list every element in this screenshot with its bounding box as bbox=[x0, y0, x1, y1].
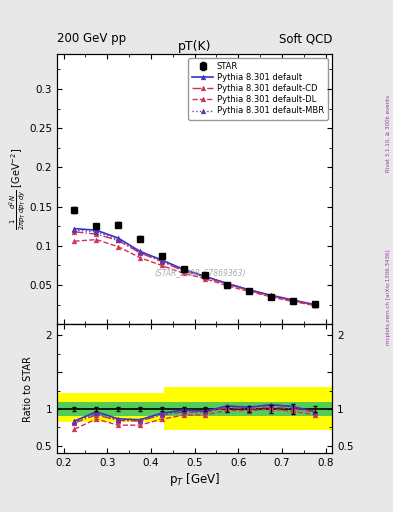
Pythia 8.301 default bbox=[160, 257, 164, 263]
Pythia 8.301 default-DL bbox=[268, 294, 273, 300]
Pythia 8.301 default-CD bbox=[94, 231, 99, 237]
Pythia 8.301 default-MBR bbox=[181, 267, 186, 273]
Pythia 8.301 default bbox=[225, 281, 230, 287]
Text: Rivet 3.1.10, ≥ 300k events: Rivet 3.1.10, ≥ 300k events bbox=[386, 95, 391, 172]
Pythia 8.301 default-DL bbox=[247, 288, 252, 294]
Pythia 8.301 default-DL bbox=[138, 254, 142, 261]
Pythia 8.301 default-CD bbox=[290, 297, 295, 304]
Text: 200 GeV pp: 200 GeV pp bbox=[57, 32, 126, 45]
Line: Pythia 8.301 default-DL: Pythia 8.301 default-DL bbox=[72, 237, 317, 308]
Pythia 8.301 default bbox=[290, 297, 295, 303]
Line: Pythia 8.301 default: Pythia 8.301 default bbox=[72, 226, 317, 307]
Legend: STAR, Pythia 8.301 default, Pythia 8.301 default-CD, Pythia 8.301 default-DL, Py: STAR, Pythia 8.301 default, Pythia 8.301… bbox=[188, 58, 328, 120]
Pythia 8.301 default-CD bbox=[247, 288, 252, 294]
Pythia 8.301 default-MBR bbox=[203, 273, 208, 280]
Text: (STAR_2008_S7869363): (STAR_2008_S7869363) bbox=[154, 269, 246, 278]
Pythia 8.301 default-MBR bbox=[116, 237, 121, 243]
Pythia 8.301 default-DL bbox=[94, 237, 99, 243]
Pythia 8.301 default bbox=[312, 302, 317, 308]
Pythia 8.301 default-DL bbox=[312, 303, 317, 309]
Title: pT(K): pT(K) bbox=[178, 39, 211, 53]
Pythia 8.301 default bbox=[203, 273, 208, 280]
Pythia 8.301 default-DL bbox=[72, 238, 77, 244]
Line: Pythia 8.301 default-CD: Pythia 8.301 default-CD bbox=[72, 229, 317, 307]
Pythia 8.301 default-DL bbox=[116, 244, 121, 250]
Pythia 8.301 default-MBR bbox=[138, 249, 142, 255]
Pythia 8.301 default bbox=[72, 226, 77, 232]
Pythia 8.301 default-MBR bbox=[160, 258, 164, 264]
Pythia 8.301 default-MBR bbox=[225, 281, 230, 287]
Pythia 8.301 default bbox=[268, 292, 273, 298]
Pythia 8.301 default-MBR bbox=[94, 229, 99, 235]
Pythia 8.301 default-MBR bbox=[72, 227, 77, 233]
Pythia 8.301 default-CD bbox=[225, 281, 230, 287]
X-axis label: p$_T$ [GeV]: p$_T$ [GeV] bbox=[169, 471, 220, 488]
Pythia 8.301 default bbox=[247, 287, 252, 293]
Text: mcplots.cern.ch [arXiv:1306.3436]: mcplots.cern.ch [arXiv:1306.3436] bbox=[386, 249, 391, 345]
Pythia 8.301 default-MBR bbox=[247, 287, 252, 293]
Pythia 8.301 default bbox=[181, 266, 186, 272]
Pythia 8.301 default-DL bbox=[181, 270, 186, 276]
Pythia 8.301 default-DL bbox=[290, 298, 295, 305]
Pythia 8.301 default-CD bbox=[72, 229, 77, 235]
Pythia 8.301 default bbox=[94, 227, 99, 233]
Pythia 8.301 default-CD bbox=[116, 238, 121, 244]
Y-axis label: Ratio to STAR: Ratio to STAR bbox=[23, 356, 33, 422]
Pythia 8.301 default-DL bbox=[160, 263, 164, 269]
Pythia 8.301 default-CD bbox=[203, 274, 208, 280]
Pythia 8.301 default-MBR bbox=[290, 297, 295, 303]
Text: Soft QCD: Soft QCD bbox=[279, 32, 332, 45]
Pythia 8.301 default-MBR bbox=[268, 292, 273, 298]
Pythia 8.301 default-MBR bbox=[312, 302, 317, 308]
Pythia 8.301 default-DL bbox=[203, 276, 208, 282]
Pythia 8.301 default-CD bbox=[138, 250, 142, 256]
Y-axis label: $\frac{1}{2\pi p_T}\frac{d^2N}{dp_T\,dy}$ [GeV$^{-2}$]: $\frac{1}{2\pi p_T}\frac{d^2N}{dp_T\,dy}… bbox=[7, 148, 28, 230]
Pythia 8.301 default-CD bbox=[181, 268, 186, 274]
Pythia 8.301 default-DL bbox=[225, 283, 230, 289]
Pythia 8.301 default-CD bbox=[312, 302, 317, 308]
Pythia 8.301 default bbox=[138, 248, 142, 254]
Pythia 8.301 default bbox=[116, 235, 121, 241]
Line: Pythia 8.301 default-MBR: Pythia 8.301 default-MBR bbox=[72, 228, 317, 307]
Pythia 8.301 default-CD bbox=[268, 293, 273, 299]
Pythia 8.301 default-CD bbox=[160, 259, 164, 265]
